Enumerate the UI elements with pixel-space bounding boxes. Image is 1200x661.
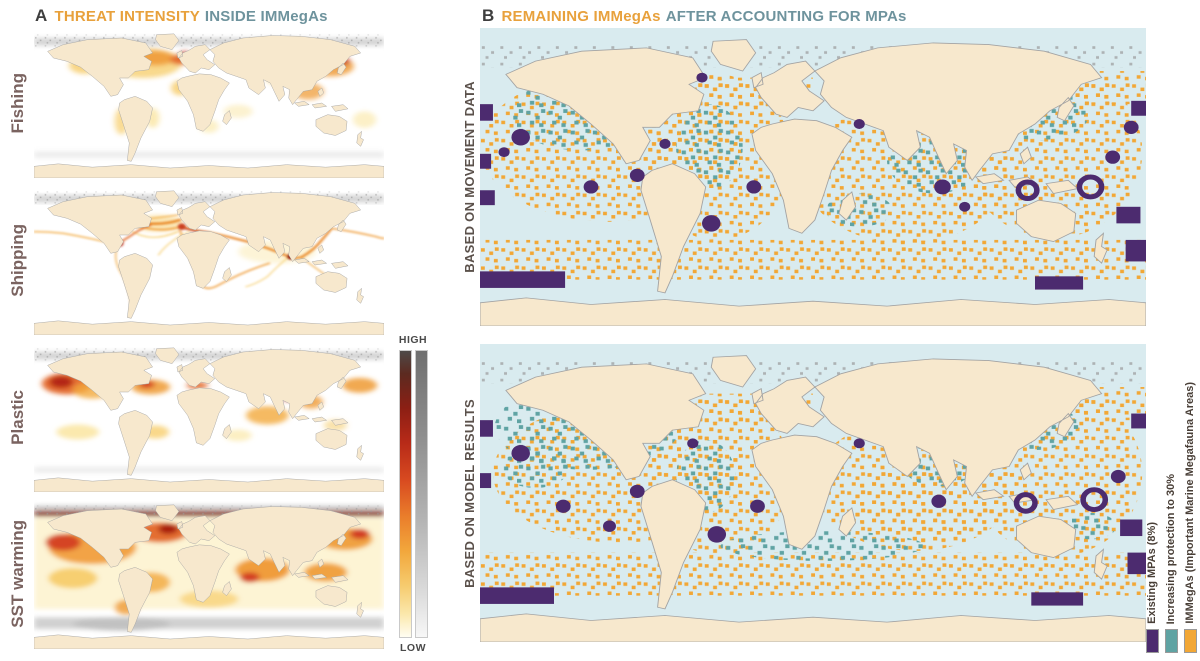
panel-b-title-context: AFTER ACCOUNTING FOR MPAs <box>665 8 907 25</box>
row-movement-data: BASED ON MOVEMENT DATA <box>458 28 1146 326</box>
panel-b-title-remaining: REMAINING IMMegAs <box>501 8 661 25</box>
row-label-sst-warming: SST warming <box>8 520 27 628</box>
row-fishing: Fishing <box>2 28 384 178</box>
legend-item-immegas: IMMegAs (Important Marine Megafauna Area… <box>1182 10 1198 653</box>
panel-a-header: A THREAT INTENSITY INSIDE IMMegAs <box>35 6 328 26</box>
legend-item-existing-mpas: Existing MPAs (8%) <box>1144 10 1160 653</box>
row-sst-warming: SST warming <box>2 499 384 649</box>
panel-b-letter: B <box>482 6 495 25</box>
panel-a-title-context: INSIDE IMMegAs <box>204 8 328 25</box>
panel-a-letter: A <box>35 6 48 25</box>
panel-a-title-threat: THREAT INTENSITY <box>54 8 200 25</box>
colorbar-low-label: LOW <box>400 642 426 654</box>
panel-a-maps: Fishing <box>2 28 384 649</box>
legend-item-protection-30: Increasing protection to 30% <box>1163 10 1179 653</box>
panel-b-maps: BASED ON MOVEMENT DATA <box>458 28 1146 660</box>
map-fishing <box>34 28 384 178</box>
row-label-movement-data: BASED ON MOVEMENT DATA <box>461 81 477 273</box>
map-model-results <box>480 344 1146 642</box>
row-plastic: Plastic <box>2 342 384 492</box>
colorbar-gradient-gray <box>414 350 428 638</box>
colorbar-high-label: HIGH <box>398 334 428 346</box>
legend-label-existing-mpas: Existing MPAs (8%) <box>1146 522 1158 624</box>
panel-b-header: B REMAINING IMMegAs AFTER ACCOUNTING FOR M… <box>482 6 907 26</box>
colorbar: HIGH LOW <box>391 334 435 654</box>
row-model-results: BASED ON MODEL RESULTS <box>458 344 1146 642</box>
map-movement-data <box>480 28 1146 326</box>
row-shipping: Shipping <box>2 185 384 335</box>
legend-swatch-immegas <box>1183 629 1197 653</box>
map-sst-warming <box>34 499 384 649</box>
map-shipping <box>34 185 384 335</box>
row-label-model-results: BASED ON MODEL RESULTS <box>461 398 477 588</box>
map-plastic <box>34 342 384 492</box>
legend-label-immegas: IMMegAs (Important Marine Megafauna Area… <box>1184 382 1196 624</box>
colorbar-gradient-color <box>398 350 412 638</box>
legend-swatch-existing-mpas <box>1145 629 1159 653</box>
legend-swatch-protection-30 <box>1164 629 1178 653</box>
row-label-fishing: Fishing <box>8 72 27 134</box>
legend: Existing MPAs (8%) Increasing protection… <box>1144 10 1198 653</box>
legend-label-protection-30: Increasing protection to 30% <box>1165 473 1177 624</box>
row-label-shipping: Shipping <box>8 223 27 297</box>
row-label-plastic: Plastic <box>8 389 27 445</box>
